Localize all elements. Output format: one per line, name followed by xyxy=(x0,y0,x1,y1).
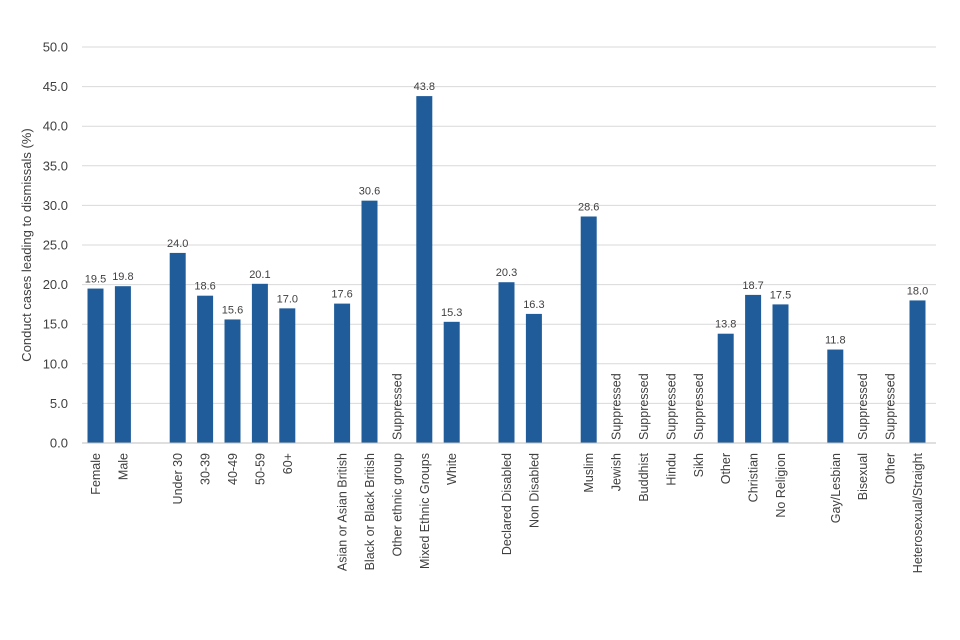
bar xyxy=(334,303,351,443)
bar xyxy=(772,304,789,443)
category-label: Heterosexual/Straight xyxy=(911,452,925,573)
category-label: Hindu xyxy=(664,453,678,486)
category-label: Other xyxy=(884,453,898,484)
suppressed-label: Suppressed xyxy=(884,373,898,440)
suppressed-label: Suppressed xyxy=(692,373,706,440)
category-label: Under 30 xyxy=(171,453,185,504)
suppressed-label: Suppressed xyxy=(637,373,651,440)
data-label: 20.3 xyxy=(496,267,517,279)
data-label: 15.6 xyxy=(222,304,243,316)
bar xyxy=(498,282,515,443)
data-label: 19.8 xyxy=(112,271,133,283)
category-label: No Religion xyxy=(774,453,788,518)
bar xyxy=(87,288,104,443)
category-label: Male xyxy=(116,453,130,480)
y-axis-label: Conduct cases leading to dismissals (%) xyxy=(19,128,34,361)
suppressed-label: Suppressed xyxy=(664,373,678,440)
data-label: 18.0 xyxy=(907,285,928,297)
data-label: 15.3 xyxy=(441,307,462,319)
bars xyxy=(87,96,926,443)
data-label: 19.5 xyxy=(85,274,106,286)
suppressed-label: Suppressed xyxy=(390,373,404,440)
category-label: Mixed Ethnic Groups xyxy=(418,453,432,569)
gridlines xyxy=(82,46,936,404)
bar xyxy=(361,200,378,443)
data-label: 20.1 xyxy=(249,269,270,281)
category-label: Buddhist xyxy=(637,452,651,501)
bar xyxy=(251,283,268,443)
bar xyxy=(580,216,597,443)
bar xyxy=(717,333,734,443)
data-labels: 19.5 19.8 24.0 18.6 15.6 20.1 17.0 17.6 30.6 Supp… xyxy=(85,81,928,440)
y-tick-label: 20.0 xyxy=(43,277,68,292)
data-label: 24.0 xyxy=(167,238,188,250)
category-label: 50-59 xyxy=(253,453,267,485)
suppressed-label: Suppressed xyxy=(856,373,870,440)
y-tick-label: 25.0 xyxy=(43,238,68,253)
category-label: Sikh xyxy=(692,453,706,477)
bar xyxy=(416,96,433,443)
category-label: Gay/Lesbian xyxy=(829,453,843,523)
data-label: 30.6 xyxy=(359,186,380,198)
category-label: 60+ xyxy=(281,453,295,474)
y-tick-label: 15.0 xyxy=(43,317,68,332)
bar xyxy=(525,313,542,443)
y-tick-label: 50.0 xyxy=(43,40,68,55)
category-label: Jewish xyxy=(610,453,624,491)
bar xyxy=(279,308,296,443)
category-label: Non Disabled xyxy=(527,453,541,528)
data-label: 11.8 xyxy=(825,335,846,347)
category-label: Muslim xyxy=(582,453,596,493)
category-label: White xyxy=(445,453,459,485)
category-label: Black or Black British xyxy=(363,453,377,570)
category-labels: Female Male Under 30 30-39 40-49 50-59 60+ Asia… xyxy=(89,452,925,573)
bar xyxy=(745,294,762,443)
y-tick-label: 0.0 xyxy=(50,436,68,451)
y-tick-label: 35.0 xyxy=(43,158,68,173)
data-label: 16.3 xyxy=(523,299,544,311)
data-label: 17.6 xyxy=(331,289,352,301)
bar xyxy=(827,349,844,443)
data-label: 18.6 xyxy=(194,281,215,293)
data-label: 13.8 xyxy=(715,319,736,331)
data-label: 43.8 xyxy=(414,81,435,93)
bar xyxy=(197,295,214,443)
category-label: 40-49 xyxy=(226,453,240,485)
y-tick-label: 40.0 xyxy=(43,119,68,134)
y-tick-label: 5.0 xyxy=(50,396,68,411)
bar xyxy=(224,319,241,443)
bar xyxy=(443,321,460,443)
y-tick-label: 30.0 xyxy=(43,198,68,213)
suppressed-label: Suppressed xyxy=(610,373,624,440)
data-label: 17.5 xyxy=(770,289,791,301)
y-axis-tick-labels: 0.0 5.0 10.0 15.0 20.0 25.0 30.0 35.0 40.0 45.0 50… xyxy=(43,40,68,451)
y-tick-label: 10.0 xyxy=(43,356,68,371)
category-label: Other ethnic group xyxy=(390,453,404,557)
category-label: Asian or Asian British xyxy=(336,453,350,571)
data-label: 18.7 xyxy=(742,280,763,292)
data-label: 28.6 xyxy=(578,201,599,213)
category-label: Female xyxy=(89,453,103,495)
bar xyxy=(909,300,926,443)
category-label: 30-39 xyxy=(199,453,213,485)
category-label: Declared Disabled xyxy=(500,453,514,555)
bar xyxy=(114,286,131,443)
category-label: Other xyxy=(719,453,733,484)
y-tick-label: 45.0 xyxy=(43,79,68,94)
category-label: Bisexual xyxy=(856,453,870,500)
data-label: 17.0 xyxy=(277,293,298,305)
bar xyxy=(169,252,186,443)
category-label: Christian xyxy=(747,453,761,502)
